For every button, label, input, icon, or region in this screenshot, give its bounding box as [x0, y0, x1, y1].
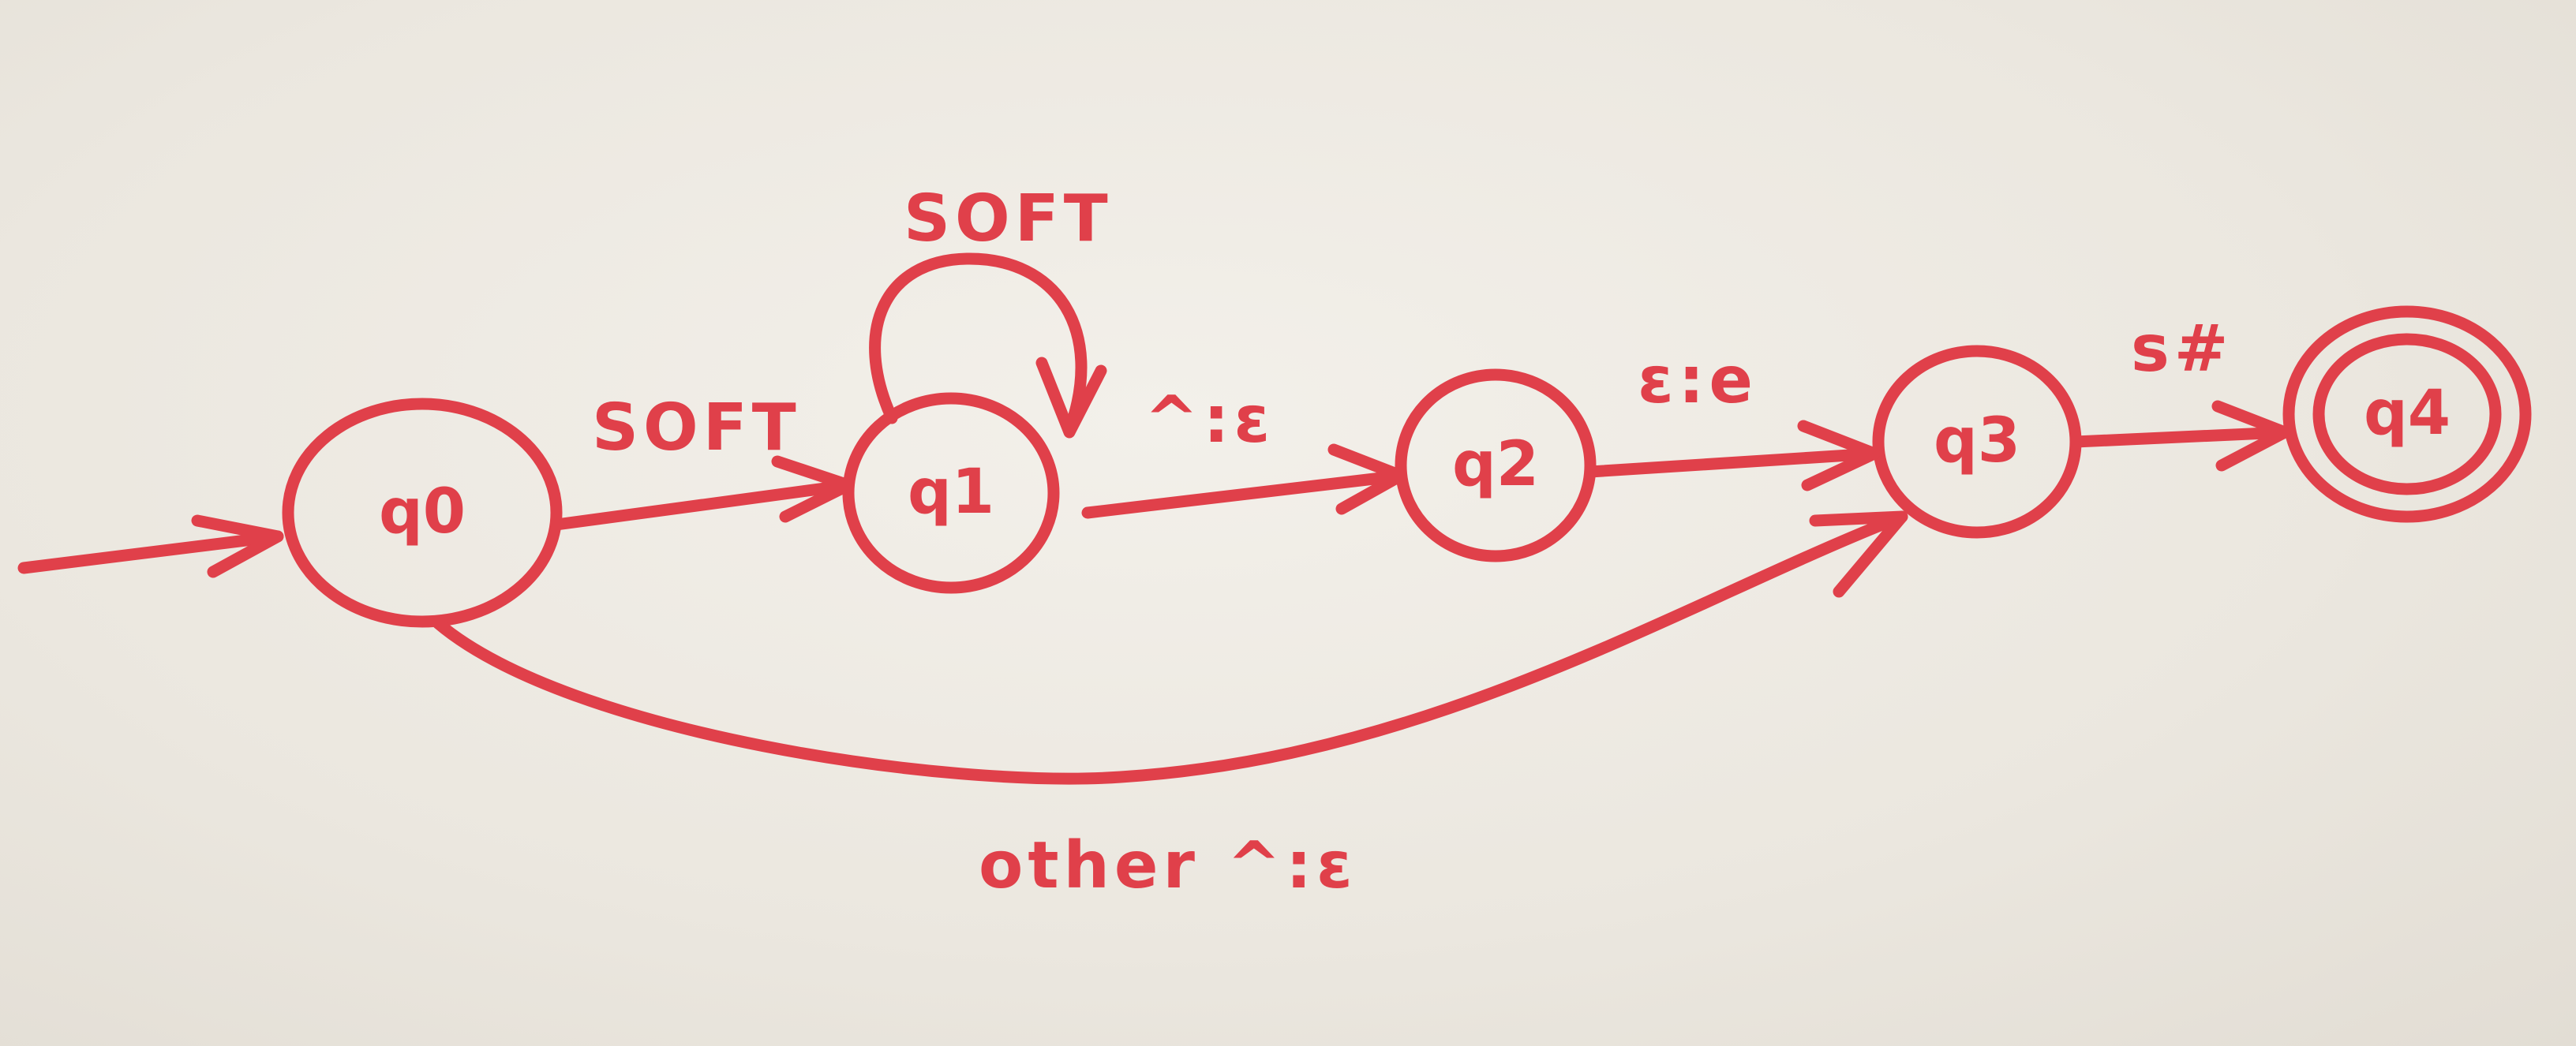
transition-q1-q2 — [1081, 443, 1407, 519]
transition-q1-q1 — [869, 252, 1107, 439]
transition-label: ^:ε — [1144, 383, 1275, 458]
transition-label: SOFT — [592, 390, 801, 465]
state-q4 — [2282, 305, 2532, 523]
transition-label: s# — [2131, 312, 2233, 387]
transition-q0-q1 — [550, 455, 855, 531]
transition-q0-q3 — [432, 510, 1908, 785]
transition-q3-q4 — [2069, 400, 2291, 472]
transition-label: other ^:ε — [979, 828, 1357, 903]
transition-label: SOFT — [904, 181, 1113, 256]
state-q1 — [842, 392, 1060, 594]
state-label: q4 — [2364, 378, 2451, 449]
state-q0 — [282, 398, 563, 628]
state-label: q2 — [1452, 429, 1539, 500]
transition-q2-q3 — [1584, 420, 1881, 491]
transition-label: ε:e — [1638, 343, 1758, 418]
state-label: q3 — [1934, 405, 2020, 476]
start-arrow — [17, 514, 284, 578]
state-q2 — [1395, 368, 1597, 562]
state-label: q0 — [379, 476, 466, 547]
state-label: q1 — [908, 457, 994, 528]
